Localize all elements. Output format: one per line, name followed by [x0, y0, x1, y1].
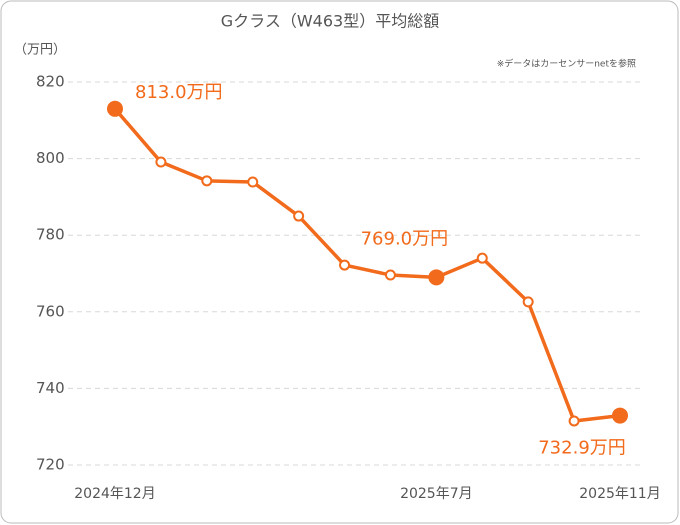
y-tick-label: 800	[36, 149, 65, 167]
data-point	[107, 100, 123, 117]
y-tick-label: 820	[36, 73, 65, 91]
line	[113, 107, 621, 423]
x-tick-label: 2025年11月	[579, 486, 660, 502]
data-label: 769.0万円	[361, 228, 449, 249]
y-tick-label: 720	[36, 456, 65, 474]
data-point	[428, 269, 445, 286]
data-point	[155, 156, 167, 168]
data-label: 732.9万円	[538, 438, 626, 459]
y-tick-label: 760	[36, 302, 65, 320]
data-point	[201, 175, 213, 187]
data-point	[522, 296, 534, 308]
note: ※データはカーセンサーnetを参照	[497, 58, 636, 70]
data-point	[247, 176, 259, 188]
y-tick-label: 740	[36, 379, 65, 397]
data-label: 813.0万円	[135, 82, 223, 103]
data-point	[476, 252, 488, 264]
data-point	[612, 407, 628, 424]
x-tick-label: 2024年12月	[74, 486, 155, 502]
chart-title: Gクラス（W463型）平均総額	[221, 12, 439, 31]
data-point	[293, 210, 305, 222]
y-tick-label: 780	[36, 226, 65, 244]
x-tick-label: 2025年7月	[400, 486, 473, 502]
data-point	[339, 259, 351, 271]
data-point	[384, 269, 396, 281]
data-point	[568, 415, 580, 427]
y-unit: （万円）	[14, 43, 66, 58]
